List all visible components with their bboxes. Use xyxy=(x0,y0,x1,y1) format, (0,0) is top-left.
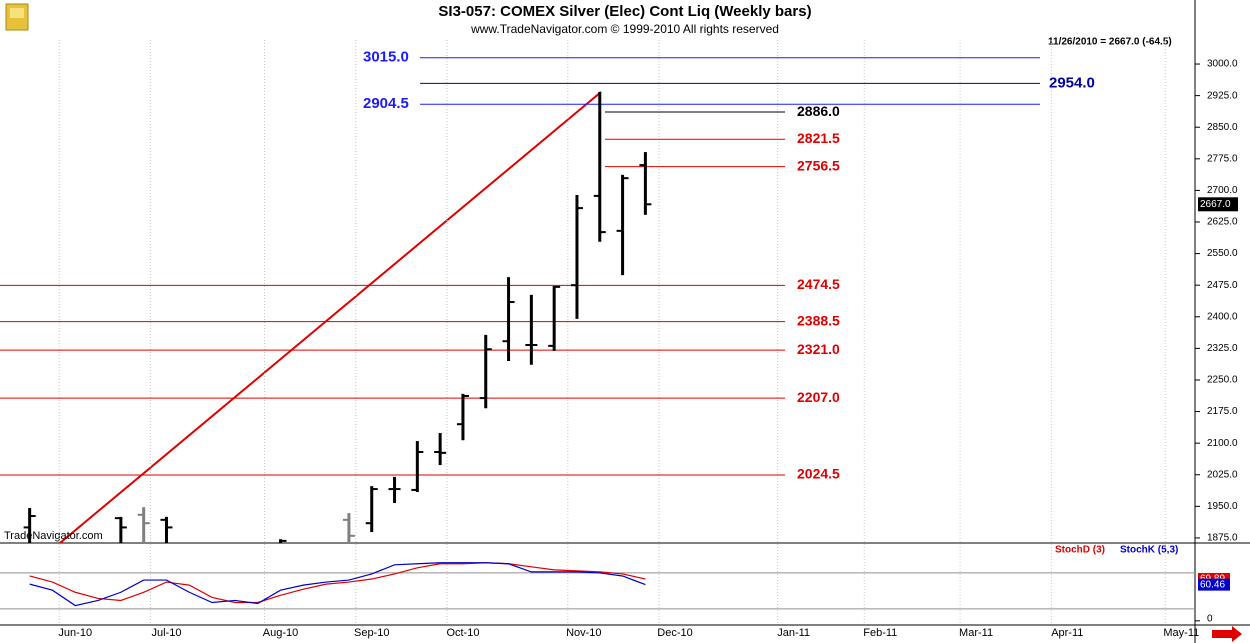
level-label: 2207.0 xyxy=(797,389,840,405)
y-tick-label: 2250.0 xyxy=(1207,375,1238,386)
y-tick-label: 2700.0 xyxy=(1207,185,1238,196)
value-label: 60.46 xyxy=(1200,579,1225,590)
y-tick-label: 2175.0 xyxy=(1207,406,1238,417)
y-tick-label: 2850.0 xyxy=(1207,122,1238,133)
x-tick-label: May-11 xyxy=(1163,627,1199,639)
y-tick-label: 1950.0 xyxy=(1207,501,1238,512)
legend-label: StochK (5,3) xyxy=(1120,545,1178,556)
y-tick-label: 2100.0 xyxy=(1207,438,1238,449)
y-tick-label: 1875.0 xyxy=(1207,533,1238,544)
info-text: 11/26/2010 = 2667.0 (-64.5) xyxy=(1048,37,1172,48)
level-label: 2474.5 xyxy=(797,276,840,292)
x-tick-label: Jul-10 xyxy=(151,627,181,639)
chart-title: SI3-057: COMEX Silver (Elec) Cont Liq (W… xyxy=(438,3,811,20)
y-tick-label: 2775.0 xyxy=(1207,153,1238,164)
legend-label: StochD (3) xyxy=(1055,545,1105,556)
y-tick-label: 2550.0 xyxy=(1207,248,1238,259)
last-price-label: 2667.0 xyxy=(1200,199,1231,210)
level-label: 2904.5 xyxy=(363,95,409,112)
level-label: 2821.5 xyxy=(797,130,840,146)
x-tick-label: Feb-11 xyxy=(863,627,897,639)
level-label: 2321.0 xyxy=(797,341,840,357)
y-tick-label: 3000.0 xyxy=(1207,59,1238,70)
x-tick-label: Mar-11 xyxy=(959,627,993,639)
x-tick-label: Jun-10 xyxy=(58,627,92,639)
y-tick-label: 2925.0 xyxy=(1207,90,1238,101)
level-label: 2954.0 xyxy=(1049,74,1095,91)
y-tick-label: 2475.0 xyxy=(1207,280,1238,291)
level-label: 2756.5 xyxy=(797,157,840,173)
logo xyxy=(5,3,29,31)
stoch-lines xyxy=(29,562,646,607)
stoch-line xyxy=(29,562,646,607)
x-tick-label: Oct-10 xyxy=(446,627,479,639)
scroll-arrow[interactable] xyxy=(1212,626,1242,642)
trend-line xyxy=(59,91,602,543)
x-tick-label: Sep-10 xyxy=(354,627,389,639)
y-tick-label: 2625.0 xyxy=(1207,217,1238,228)
stoch-line xyxy=(29,562,646,604)
level-label: 2886.0 xyxy=(797,103,840,119)
y-tick-label: 0 xyxy=(1207,613,1213,624)
y-tick-label: 2325.0 xyxy=(1207,343,1238,354)
x-tick-label: Jan-11 xyxy=(777,627,810,639)
y-tick-label: 2400.0 xyxy=(1207,311,1238,322)
x-tick-label: Nov-10 xyxy=(566,627,601,639)
last-price-box xyxy=(1198,197,1238,212)
bars xyxy=(23,91,652,543)
level-label: 3015.0 xyxy=(363,49,409,66)
level-label: 2024.5 xyxy=(797,466,840,482)
x-tick-label: Aug-10 xyxy=(263,627,298,639)
watermark: TradeNavigator.com xyxy=(4,530,103,542)
y-tick-label: 2025.0 xyxy=(1207,469,1238,480)
x-tick-label: Apr-11 xyxy=(1051,627,1083,639)
level-label: 2388.5 xyxy=(797,312,840,328)
value-box xyxy=(1198,578,1230,591)
chart-subtitle: www.TradeNavigator.com © 1999-2010 All r… xyxy=(470,22,779,36)
x-tick-label: Dec-10 xyxy=(657,627,692,639)
